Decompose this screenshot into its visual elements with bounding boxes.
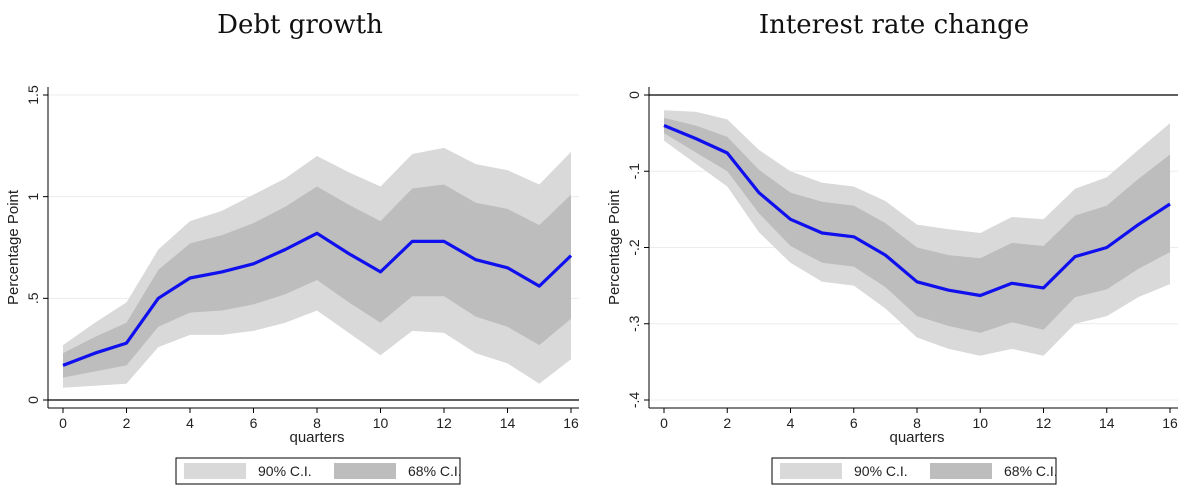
legend: 90% C.I. 68% C.I. — [771, 457, 1058, 485]
y-tick-label: -.1 — [626, 163, 642, 180]
x-tick-label: 2 — [123, 415, 131, 431]
x-tick-label: 12 — [1036, 415, 1052, 431]
legend-label: 90% C.I. — [854, 463, 908, 479]
y-tick-label: 1 — [25, 193, 41, 201]
legend-label: 90% C.I. — [258, 463, 312, 479]
x-tick-label: 8 — [913, 415, 921, 431]
y-tick-label: 0 — [626, 91, 642, 99]
x-tick-label: 10 — [373, 415, 389, 431]
x-tick-label: 6 — [850, 415, 858, 431]
x-tick-label: 14 — [1099, 415, 1115, 431]
chart-title-interest-rate-change: Interest rate change — [758, 10, 1030, 40]
ci-band-68 — [63, 184, 571, 378]
legend-swatch-90 — [184, 463, 246, 479]
x-tick-label: 8 — [313, 415, 321, 431]
legend-label: 68% C.I. — [1004, 463, 1058, 479]
x-tick-label: 12 — [436, 415, 452, 431]
y-tick-label: -.4 — [626, 392, 642, 409]
y-axis-label: Percentage Point — [606, 189, 623, 305]
x-tick-label: 0 — [660, 415, 668, 431]
legend-swatch-68 — [930, 463, 992, 479]
x-axis-label: quarters — [289, 429, 344, 446]
x-tick-label: 16 — [1162, 415, 1178, 431]
x-tick-label: 0 — [59, 415, 67, 431]
x-tick-label: 14 — [500, 415, 516, 431]
legend-label: 68% C.I. — [408, 463, 462, 479]
y-tick-label: -.2 — [626, 239, 642, 256]
legend-swatch-68 — [334, 463, 396, 479]
chart-panel-1: -.4 -.3 -.2 -.1 0 0 2 4 6 8 10 12 14 16 quarters Percen… — [606, 87, 1178, 485]
y-tick-label: .5 — [25, 292, 41, 304]
irf-line — [62, 231, 573, 367]
y-tick-label: 0 — [25, 396, 41, 404]
y-tick-label: -.3 — [626, 315, 642, 332]
chart-panel-0: 0 .5 1 1.5 0 2 4 6 8 10 12 14 16 quarters Percentage P… — [5, 85, 579, 485]
x-tick-label: 4 — [787, 415, 795, 431]
x-tick-label: 6 — [250, 415, 258, 431]
x-tick-label: 2 — [723, 415, 731, 431]
x-tick-label: 16 — [563, 415, 579, 431]
legend: 90% C.I. 68% C.I. — [175, 457, 462, 485]
x-tick-label: 10 — [972, 415, 988, 431]
legend-swatch-90 — [780, 463, 842, 479]
y-axis-label: Percentage Point — [5, 189, 22, 305]
ci-band-68 — [664, 117, 1170, 333]
chart-title-debt-growth: Debt growth — [217, 10, 383, 40]
x-tick-label: 4 — [186, 415, 194, 431]
x-axis-label: quarters — [889, 429, 944, 446]
irf-line — [663, 124, 1171, 298]
y-tick-label: 1.5 — [25, 85, 41, 105]
